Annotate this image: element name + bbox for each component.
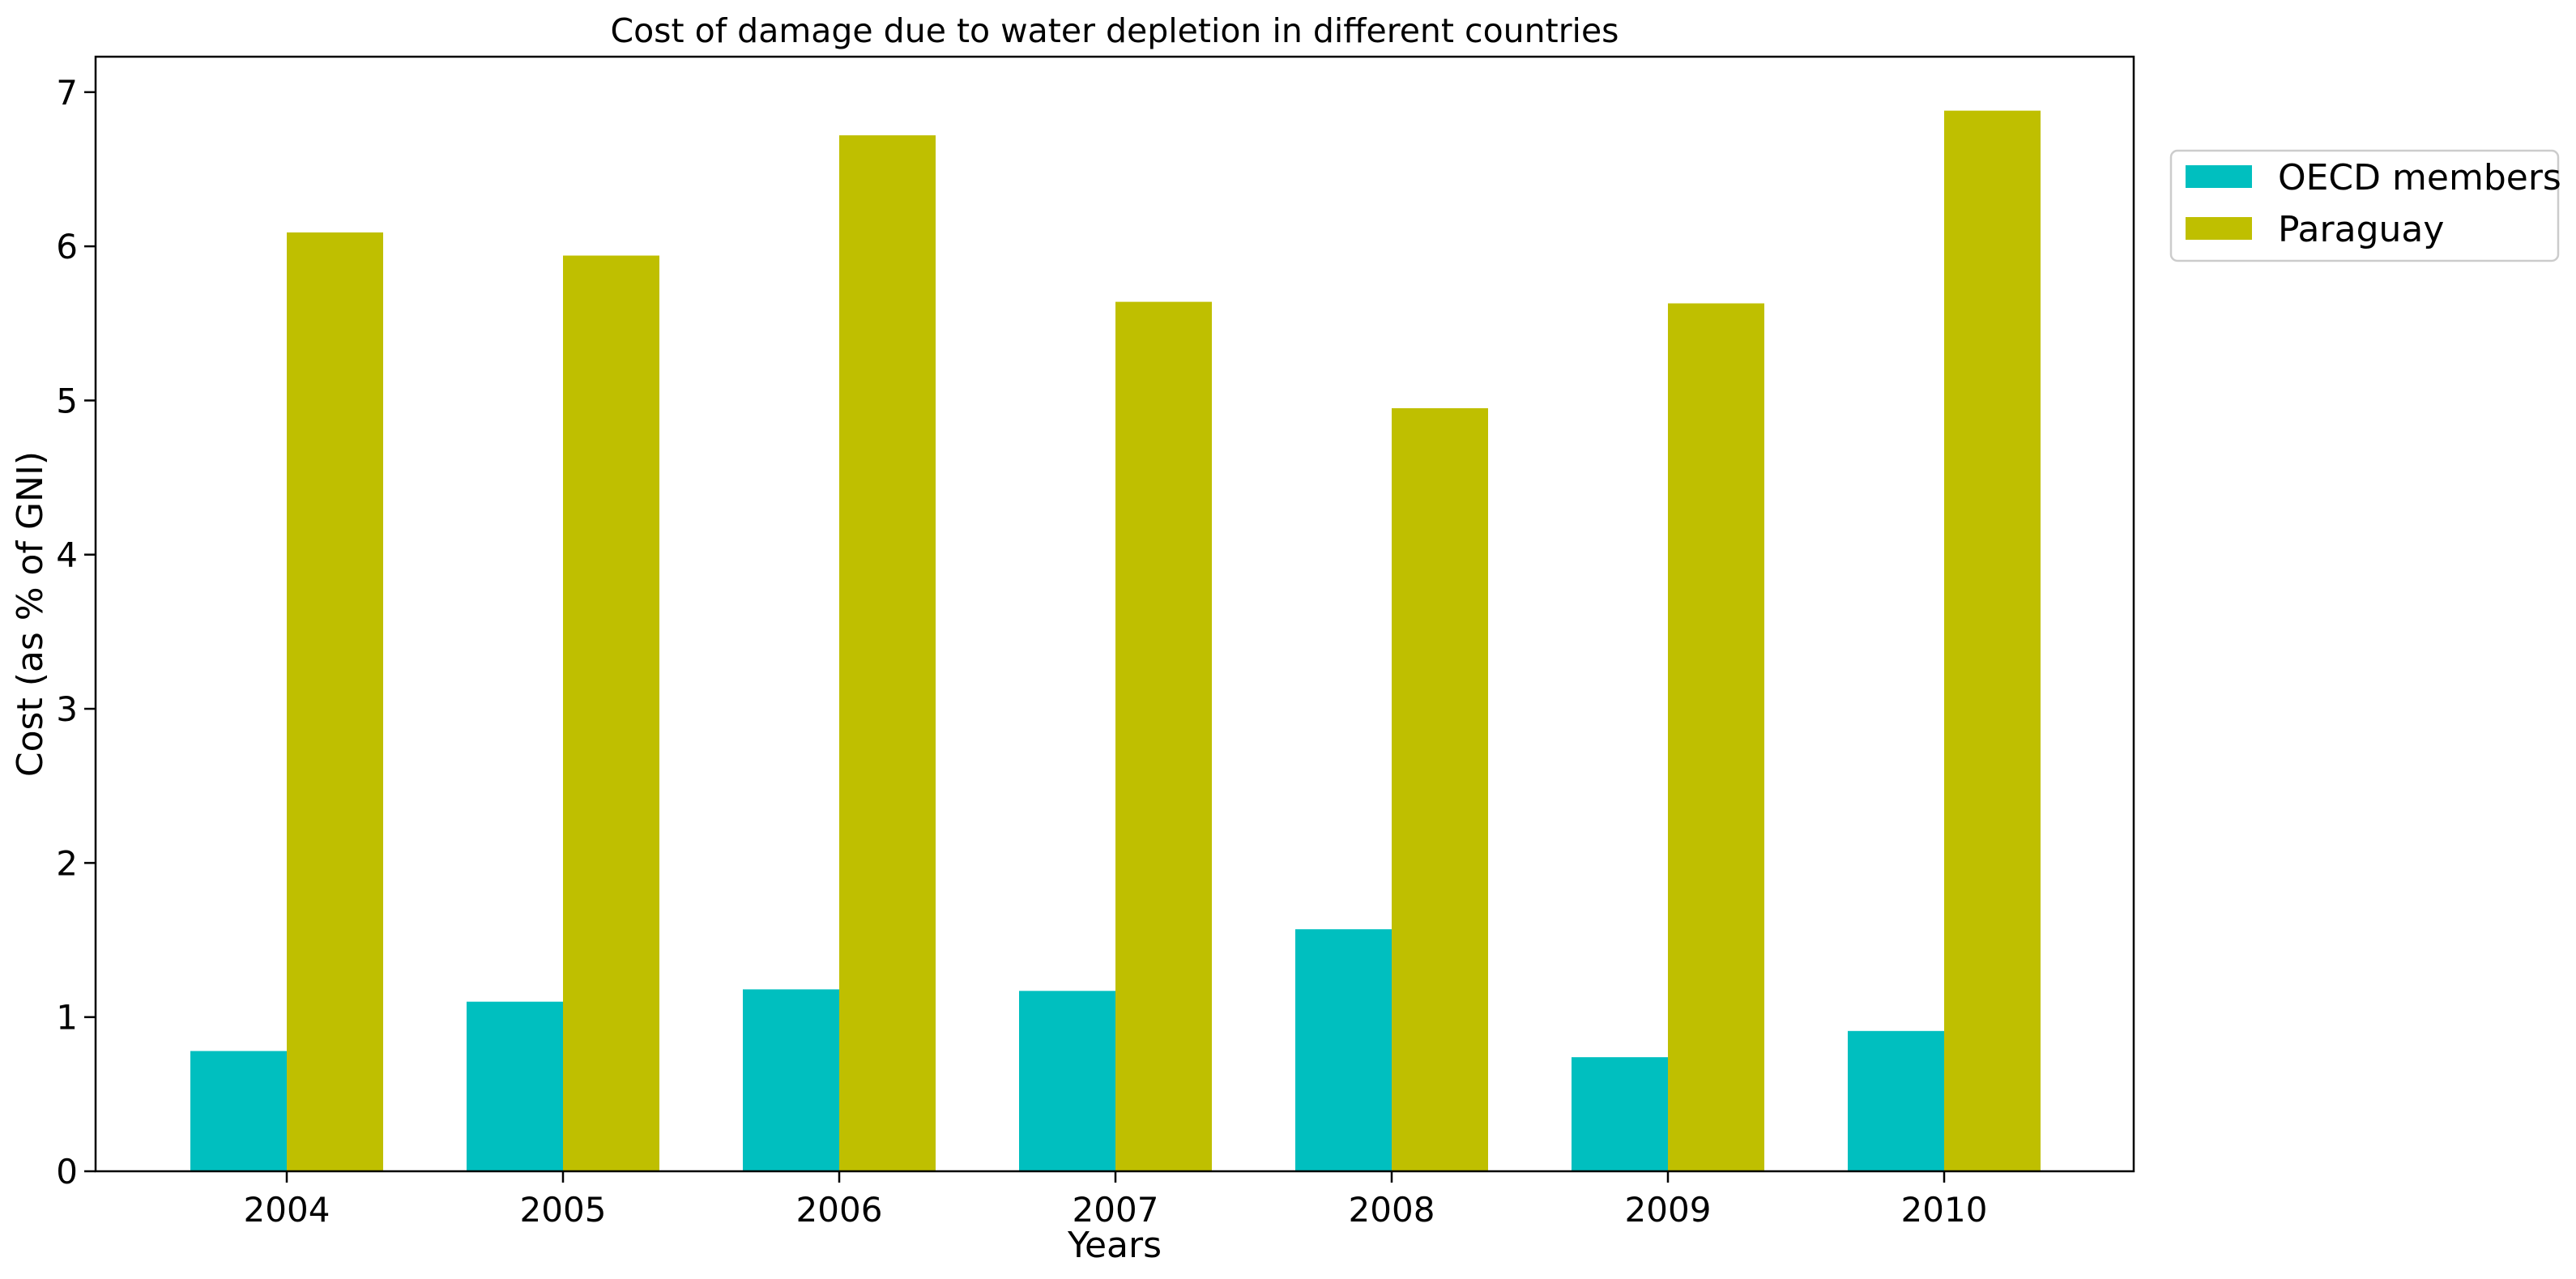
y-tick-label-3: 3 xyxy=(56,689,78,729)
legend-swatch-paraguay xyxy=(2186,217,2252,240)
y-tick-label-1: 1 xyxy=(56,998,78,1038)
chart-title: Cost of damage due to water depletion in… xyxy=(610,11,1619,50)
x-tick-label-2005: 2005 xyxy=(520,1190,607,1230)
legend: OECD members Paraguay xyxy=(2169,149,2561,262)
y-tick-label-7: 7 xyxy=(56,73,78,113)
x-tick-label-2007: 2007 xyxy=(1073,1190,1159,1230)
bar-paraguay-2008 xyxy=(1392,407,1488,1172)
bar-paraguay-2010 xyxy=(1944,110,2041,1172)
legend-frame xyxy=(2169,149,2560,262)
bar-oecd-members-2005 xyxy=(467,1001,563,1171)
bar-paraguay-2009 xyxy=(1668,303,1764,1171)
bar-oecd-members-2008 xyxy=(1295,929,1392,1171)
x-tick-label-2010: 2010 xyxy=(1901,1190,1988,1230)
legend-label-paraguay: Paraguay xyxy=(2278,209,2444,250)
bar-oecd-members-2010 xyxy=(1848,1030,1944,1171)
bar-oecd-members-2009 xyxy=(1572,1057,1668,1171)
bar-oecd-members-2007 xyxy=(1019,991,1115,1171)
y-tick-label-6: 6 xyxy=(56,227,78,266)
legend-label-oecd-members: OECD members xyxy=(2278,157,2561,198)
bar-paraguay-2007 xyxy=(1115,301,1212,1171)
y-tick-label-5: 5 xyxy=(56,381,78,420)
bar-paraguay-2006 xyxy=(839,135,936,1171)
y-tick-label-2: 2 xyxy=(56,843,78,883)
bar-oecd-members-2004 xyxy=(190,1051,287,1171)
x-axis-label: Years xyxy=(1067,1225,1162,1266)
bar-paraguay-2005 xyxy=(563,255,659,1171)
y-tick-label-0: 0 xyxy=(56,1152,78,1192)
bars-group xyxy=(190,110,2041,1172)
legend-swatch-oecd-members xyxy=(2186,165,2252,188)
x-tick-label-2009: 2009 xyxy=(1625,1190,1712,1230)
x-tick-label-2008: 2008 xyxy=(1349,1190,1435,1230)
y-tick-label-4: 4 xyxy=(56,535,78,575)
x-axis: 2004 2005 2006 2007 2008 2009 2010 xyxy=(244,1171,1988,1230)
bar-paraguay-2004 xyxy=(287,232,383,1171)
x-tick-label-2004: 2004 xyxy=(244,1190,331,1230)
bar-oecd-members-2006 xyxy=(743,989,839,1171)
x-tick-label-2006: 2006 xyxy=(796,1190,883,1230)
y-axis: 0 1 2 3 4 5 6 7 xyxy=(56,73,96,1192)
y-axis-label: Cost (as % of GNI) xyxy=(10,451,51,777)
